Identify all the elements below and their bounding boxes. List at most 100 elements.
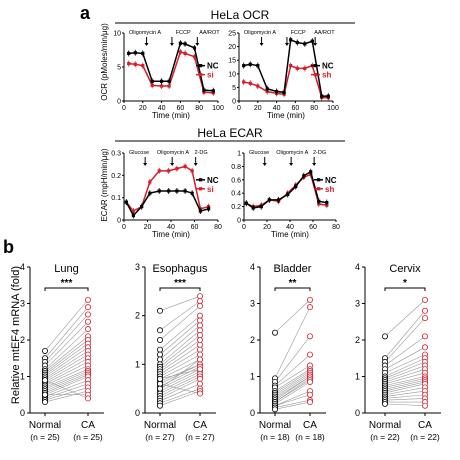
injection-label: Oligomycin A [276,150,308,156]
pair-line [274,370,311,394]
injection-arrowhead [312,163,317,166]
x-tick-label: 0 [237,105,241,112]
y-tick-label: 15 [228,58,236,65]
legend-label: sh [325,185,334,194]
data-point [190,191,194,195]
pair-line [274,368,311,392]
data-point [267,198,271,202]
pair-line [159,344,201,372]
y-tick-label: 5 [232,85,236,92]
pair-line [384,357,426,377]
data-point [294,184,298,189]
pair-line [44,321,89,366]
pair-line [384,347,426,370]
pair-line [274,374,311,397]
y-tick-label: 1 [355,372,360,382]
pair-line [44,354,89,381]
pair-line [159,330,201,365]
y-tick-label: 0 [20,408,25,418]
legend-marker [199,178,203,182]
injection-arrowhead [193,163,198,166]
panel-b-label: b [3,237,14,257]
ca-point [421,344,428,351]
ca-label: CA [81,420,95,431]
ca-point [306,399,313,406]
data-point [289,38,293,42]
pair-line [44,374,89,394]
normal-point [156,380,163,387]
pair-line [44,372,89,392]
pair-line [159,388,201,404]
normal-n-label: (n = 22) [370,432,400,442]
y-tick-label: 5 [117,65,121,72]
data-point [167,79,171,83]
pair-line [384,372,426,385]
panel-title: Bladder [274,263,312,275]
legend-label: NC [322,62,334,71]
legend-marker [314,64,318,68]
pair-line [44,370,89,390]
data-point [140,205,144,209]
pair-line [44,379,89,397]
pair-line [274,307,311,379]
pair-line [159,359,201,380]
normal-n-label: (n = 25) [30,432,60,442]
ca-point [196,346,203,353]
injection-arrowhead [262,163,267,166]
ca-point [196,322,203,329]
x-tick-label: 20 [254,105,262,112]
x-tick-label: 20 [144,224,152,231]
data-point [248,81,252,85]
ca-point [196,327,203,334]
pair-line [384,383,426,394]
x-axis-label: Time (min) [152,111,190,120]
normal-point [156,307,163,314]
y-tick-label: 4 [250,262,255,272]
injection-label: Glucose [249,150,269,156]
pair-line [384,378,426,388]
significance-stars: *** [61,278,73,289]
pair-line [159,359,201,389]
legend-marker [314,73,318,77]
pair-line [159,354,201,377]
pair-line [44,347,89,377]
x-tick-label: 60 [309,224,317,231]
legend-label: sh [322,71,331,80]
y-tick-label: 3 [250,299,255,309]
pair-line [384,299,426,337]
data-point [178,41,182,45]
legend-marker [317,187,321,191]
data-point [148,191,152,195]
x-tick-label: 0 [122,224,126,231]
panel-title: Lung [54,263,78,275]
data-point [131,213,135,218]
injection-arrowhead [313,43,318,46]
pair-line [159,320,201,355]
pair-line [159,366,201,387]
data-point [303,42,307,46]
data-point [167,189,171,193]
pair-line [44,314,89,363]
y-tick-label: 2 [250,335,255,345]
ca-n-label: (n = 27) [185,432,215,442]
data-point [198,209,202,213]
pair-line [384,365,426,381]
normal-label: Normal [29,420,61,431]
legend-label: NC [207,176,219,185]
ca-point [196,351,203,358]
ca-point [421,315,428,322]
injection-arrowhead [195,43,200,46]
pair-line [159,334,201,368]
pair-line [44,357,89,383]
normal-point [42,399,49,406]
data-point [167,169,171,173]
ca-point [196,293,203,300]
ca-point [85,318,92,325]
ca-point [196,366,203,373]
pair-line [44,299,89,352]
data-point [183,51,187,55]
x-tick-label: 60 [292,105,300,112]
data-point [326,94,330,98]
data-point [183,189,187,193]
